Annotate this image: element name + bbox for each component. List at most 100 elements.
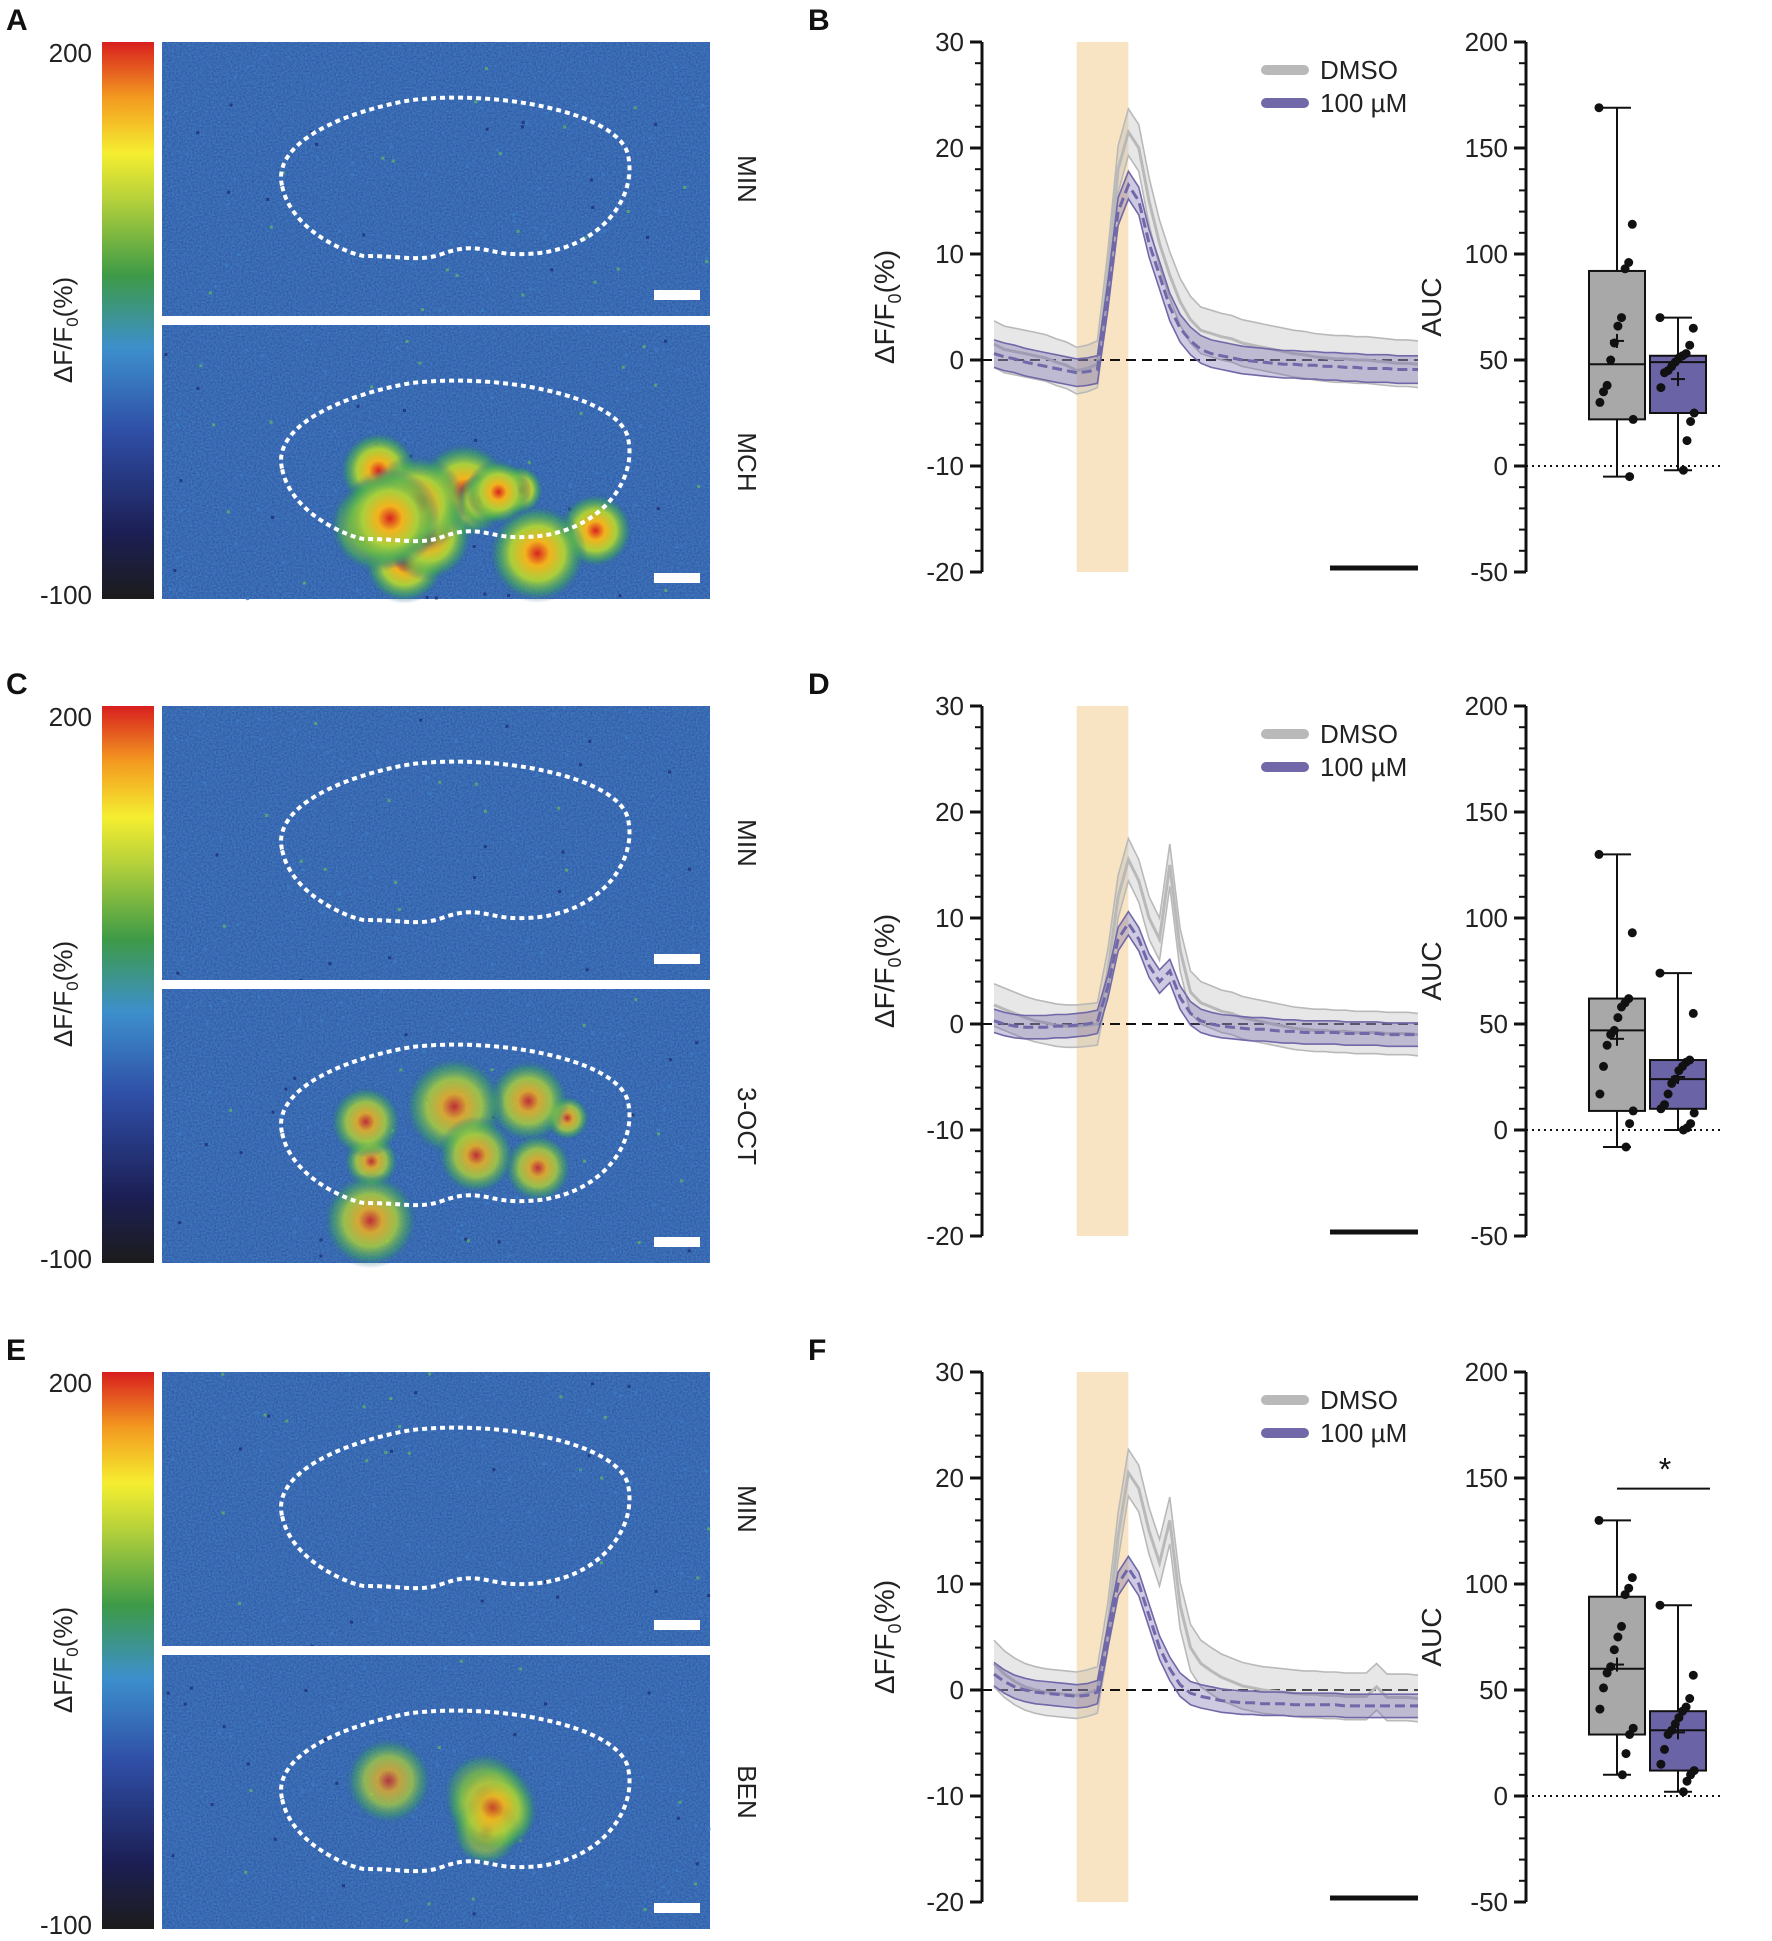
data-point — [1655, 968, 1665, 978]
speckle — [653, 1600, 657, 1604]
auc-chart: -50 0 50 100 150 200 AUC — [1416, 27, 1720, 587]
legend-label-dmso: DMSO — [1320, 1385, 1398, 1415]
speckle — [662, 1108, 666, 1112]
speckle — [323, 867, 327, 871]
speckle — [403, 409, 406, 412]
y-axis-label: AUC — [1416, 1607, 1447, 1666]
imaging-frame — [162, 42, 710, 318]
speckle — [465, 1012, 469, 1016]
speckle — [331, 1706, 335, 1710]
data-point — [1617, 1770, 1627, 1780]
speckle — [335, 1781, 339, 1785]
speckle — [485, 127, 489, 131]
speckle — [405, 340, 409, 343]
speckle — [337, 229, 341, 233]
speckle — [313, 396, 317, 400]
speckle — [428, 1372, 432, 1376]
colorbar-axis-label: ΔF/F0(%) — [48, 941, 82, 1047]
speckle — [350, 1620, 353, 1624]
data-point — [1613, 1632, 1623, 1642]
speckle — [642, 345, 646, 349]
speckle — [569, 1711, 573, 1715]
speckle — [273, 1837, 277, 1841]
sem-upper — [993, 910, 1418, 1024]
speckle — [477, 1479, 481, 1483]
speckle — [398, 1425, 401, 1429]
speckle — [513, 1733, 517, 1737]
data-point — [1682, 1776, 1692, 1786]
speckle — [240, 473, 244, 477]
speckle — [673, 66, 677, 69]
speckle — [676, 1802, 680, 1806]
speckle — [419, 242, 423, 246]
speckle — [245, 348, 249, 352]
speckle — [603, 1416, 607, 1419]
speckle — [555, 1848, 559, 1852]
speckle — [394, 936, 398, 940]
speckle — [221, 1372, 225, 1376]
data-point — [1689, 1108, 1699, 1118]
speckle — [163, 1244, 166, 1248]
speckle — [490, 962, 494, 966]
speckle — [579, 1504, 583, 1508]
data-point — [1602, 1040, 1612, 1050]
speckle — [176, 556, 180, 560]
speckle — [212, 423, 216, 427]
speckle — [553, 327, 557, 331]
speckle — [176, 971, 180, 975]
significance-marker: * — [1659, 1452, 1671, 1488]
speckle — [537, 186, 541, 190]
y-tick-label: -20 — [926, 1887, 964, 1917]
imaging-frame — [162, 1655, 711, 1929]
speckle — [625, 736, 629, 740]
data-point — [1625, 1730, 1635, 1739]
speckle — [407, 1732, 411, 1735]
sem-upper — [993, 169, 1418, 360]
speckle — [185, 152, 189, 156]
speckle — [459, 1416, 463, 1420]
speckle — [695, 1862, 699, 1866]
legend-label-dmso: DMSO — [1320, 55, 1398, 85]
data-point — [1627, 219, 1637, 229]
speckle — [541, 1462, 545, 1466]
speckle — [640, 266, 644, 270]
colorbar-axis-label: ΔF/F0(%) — [48, 277, 82, 383]
speckle — [579, 763, 583, 767]
speckle — [365, 832, 369, 836]
speckle — [681, 1789, 685, 1792]
data-point — [1627, 928, 1637, 938]
speckle — [302, 581, 306, 585]
data-point — [1595, 1089, 1605, 1099]
speckle — [449, 241, 453, 245]
speckle — [209, 1004, 213, 1008]
speckle — [287, 886, 291, 890]
speckle — [535, 774, 539, 778]
speckle — [174, 111, 178, 114]
data-point — [1663, 1089, 1673, 1099]
image-separator — [162, 1646, 710, 1655]
speckle — [552, 713, 556, 717]
speckle — [667, 770, 671, 774]
sem-lower — [993, 933, 1418, 1048]
speckle — [425, 596, 429, 599]
speckle — [486, 277, 490, 281]
speckle — [419, 718, 423, 722]
imaging-noise — [162, 1655, 710, 1929]
speckle — [587, 157, 590, 161]
colorbar-max-label: 200 — [49, 38, 92, 68]
speckle — [511, 837, 515, 841]
speckle — [179, 509, 183, 512]
data-point — [1685, 340, 1695, 350]
speckle — [259, 1449, 263, 1453]
y-tick-label: 150 — [1465, 797, 1508, 827]
data-point — [1620, 1590, 1630, 1600]
speckle — [246, 65, 250, 69]
speckle — [259, 737, 263, 741]
speckle — [542, 229, 546, 233]
speckle — [239, 1151, 243, 1155]
data-point — [1655, 313, 1665, 323]
speckle — [536, 1018, 540, 1021]
speckle — [680, 1145, 684, 1149]
speckle — [707, 1594, 711, 1598]
y-axis-label: ΔF/F0(%) — [869, 914, 905, 1028]
